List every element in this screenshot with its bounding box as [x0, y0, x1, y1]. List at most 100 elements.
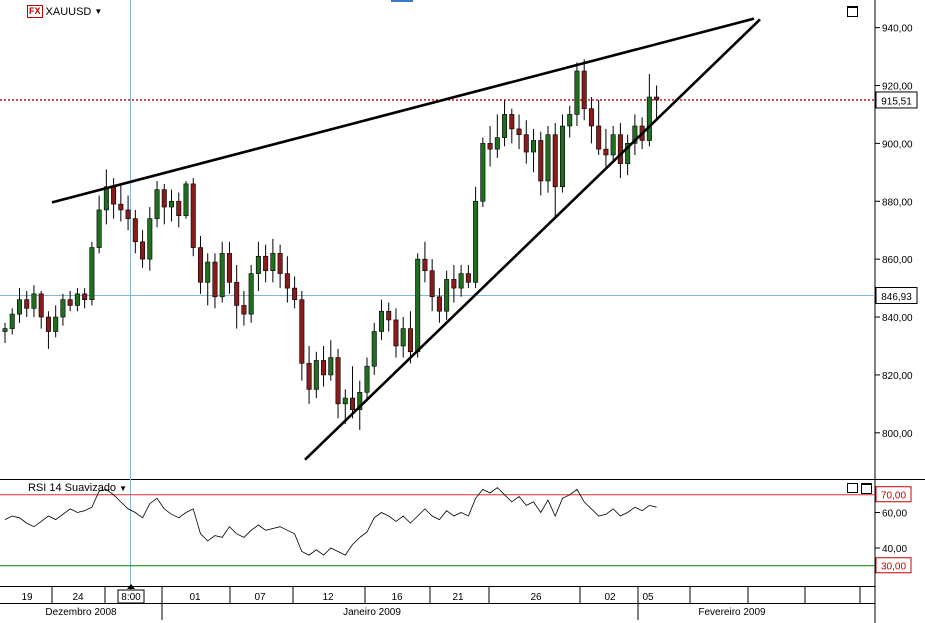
time-axis-day-label: 02 [604, 592, 616, 603]
candle-body [574, 70, 580, 115]
candle-body [596, 125, 602, 150]
time-cursor-text: 8:00 [121, 592, 141, 603]
candle [219, 241, 225, 303]
rsi-indicator-selector[interactable]: RSI 14 Suavizado ▼ [28, 482, 127, 494]
candle [407, 311, 413, 364]
candle-body [96, 209, 102, 248]
support-trendline [304, 18, 761, 461]
cursor-price-marker: 846,93 [875, 287, 918, 304]
symbol-selector[interactable]: FX XAUUSD ▼ [27, 5, 102, 18]
candle-body [509, 114, 515, 130]
candle-body [270, 253, 276, 272]
candle-body [350, 397, 356, 410]
last-price-marker-text: 915,51 [881, 96, 912, 107]
candle-body [190, 183, 196, 248]
candle [306, 345, 312, 404]
candle [559, 114, 565, 193]
candle [140, 230, 146, 268]
candle [111, 178, 117, 219]
candle-body [16, 299, 22, 315]
candle-body [118, 203, 124, 211]
candle [335, 348, 341, 419]
candle [169, 189, 175, 222]
candle [646, 73, 652, 147]
candle [263, 244, 269, 283]
candle [277, 244, 283, 289]
candle-body [654, 96, 660, 101]
candle-body [306, 363, 312, 390]
candle-body [60, 299, 66, 318]
time-axis-day-label: 05 [642, 592, 654, 603]
candle [502, 99, 508, 147]
candle-body [241, 305, 247, 315]
rsi-lower-marker-text: 30,00 [881, 561, 906, 572]
candle [103, 169, 109, 225]
candle-body [378, 310, 384, 332]
candle-body [161, 189, 167, 208]
candle [313, 351, 319, 399]
candle [31, 285, 37, 318]
candle-body [67, 299, 73, 306]
maximize-icon[interactable] [847, 6, 858, 17]
candle-body [292, 287, 298, 300]
candle-body [147, 218, 153, 260]
candle [270, 238, 276, 283]
candle-body [400, 328, 406, 347]
candle-body [436, 296, 442, 312]
rsi-upper-marker-box [875, 486, 912, 503]
candle-body [415, 258, 421, 353]
candle-body [429, 270, 435, 298]
candle [386, 302, 392, 332]
candle [53, 305, 59, 338]
rsi-line [4, 487, 657, 556]
candle-body [502, 114, 508, 138]
rsi-axis-label: 40,00 [882, 544, 907, 555]
candle-body [132, 218, 138, 243]
maximize-icon[interactable] [861, 483, 872, 494]
candle [190, 178, 196, 257]
candle [292, 276, 298, 309]
time-cursor-marker: 8:00 [117, 584, 145, 604]
candle-body [255, 255, 261, 274]
candle-body [31, 293, 37, 309]
candle [45, 311, 51, 349]
restore-icon[interactable] [847, 483, 858, 493]
candle-body [45, 316, 51, 332]
candle [328, 340, 334, 381]
candle [38, 290, 44, 329]
candle-body [82, 293, 88, 300]
candle-body [89, 247, 95, 300]
candle [299, 290, 305, 381]
candle [82, 288, 88, 309]
candle [451, 264, 457, 303]
price-axis-label: 900,00 [882, 139, 913, 150]
candle [494, 114, 500, 158]
candle [2, 322, 8, 344]
candle [654, 85, 660, 121]
candle-body [545, 134, 551, 182]
time-axis-day-label: 01 [189, 592, 201, 603]
candle-body [335, 357, 341, 405]
candle [118, 183, 124, 222]
last-price-marker: 915,51 [875, 91, 918, 109]
candle [465, 264, 471, 289]
candle-body [248, 273, 254, 315]
candle-body [234, 281, 240, 306]
candle [531, 128, 537, 173]
price-axis-label: 920,00 [882, 81, 913, 92]
candle [212, 253, 218, 309]
candle [632, 114, 638, 155]
candle-body [625, 143, 631, 164]
candle-body [393, 319, 399, 347]
time-cursor-arrow [127, 584, 135, 589]
time-axis-day-label: 07 [254, 592, 266, 603]
candle [226, 241, 232, 294]
candle-body [516, 128, 522, 135]
time-axis-day-label: 24 [72, 592, 84, 603]
candle [509, 108, 515, 144]
candle-body [603, 148, 609, 156]
candle-body [9, 313, 15, 329]
candle-body [617, 134, 623, 164]
candle [89, 241, 95, 306]
